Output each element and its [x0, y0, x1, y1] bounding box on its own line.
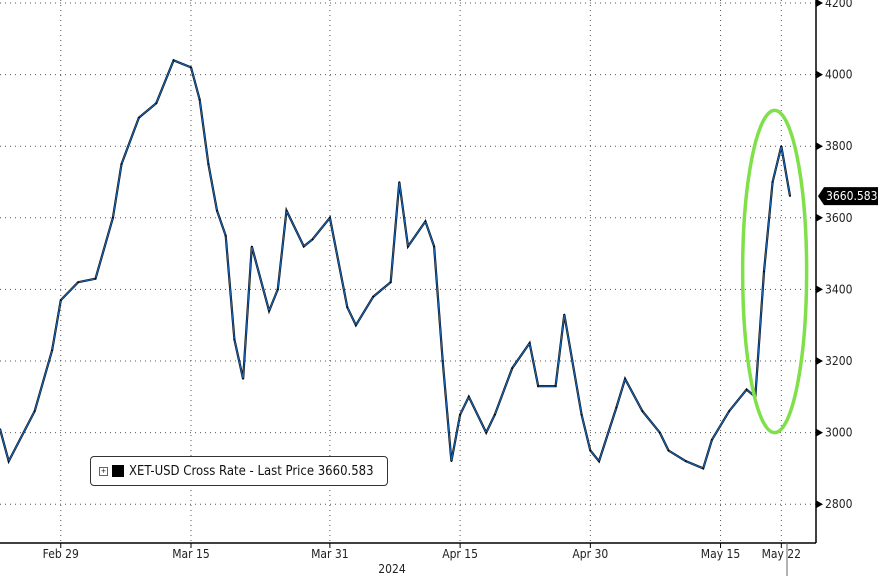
data-point: [624, 378, 626, 380]
data-point: [346, 306, 349, 309]
data-point: [745, 388, 748, 391]
y-tick-label: 3400: [825, 282, 853, 296]
data-point: [33, 410, 36, 412]
data-point: [459, 413, 461, 416]
data-point: [329, 217, 331, 219]
data-point: [763, 270, 765, 273]
y-tick-marker: [816, 285, 823, 294]
data-point: [537, 385, 540, 387]
data-point: [485, 431, 487, 434]
y-tick-label: 4200: [825, 0, 853, 10]
data-point: [511, 367, 513, 369]
data-point: [94, 277, 97, 280]
y-tick-marker: [816, 428, 823, 437]
series-line-shadow: [0, 58, 792, 470]
y-tick-label: 3200: [825, 354, 853, 368]
y-tick-marker: [816, 357, 823, 365]
y-tick-label: 3000: [825, 426, 853, 440]
data-point: [7, 460, 10, 463]
data-point: [250, 245, 253, 248]
data-point: [233, 338, 236, 341]
data-point: [224, 234, 227, 237]
data-point: [59, 299, 62, 301]
data-point: [51, 349, 53, 352]
legend-swatch: [112, 465, 124, 477]
x-axis-label: 2024: [378, 562, 406, 576]
x-tick-label: May 15: [701, 547, 740, 561]
data-point: [641, 410, 644, 412]
data-point: [554, 385, 557, 387]
data-point: [667, 449, 670, 452]
legend: + XET-USD Cross Rate - Last Price 3660.5…: [90, 456, 388, 486]
data-point: [615, 406, 618, 409]
y-tick-label: 4000: [825, 68, 853, 82]
data-point: [277, 288, 279, 291]
data-point: [433, 245, 435, 248]
y-tick-marker: [816, 0, 823, 7]
data-point: [728, 410, 731, 412]
highlight-ellipse: [740, 108, 809, 435]
legend-label: XET-USD Cross Rate - Last Price 3660.583: [129, 463, 374, 479]
data-point: [467, 396, 470, 398]
data-point: [528, 342, 531, 344]
data-point: [450, 460, 453, 463]
data-point: [77, 281, 79, 284]
data-point: [580, 413, 583, 416]
x-tick-label: Mar 31: [311, 547, 349, 561]
data-point: [658, 431, 661, 434]
data-point: [598, 460, 600, 463]
x-tick-label: Apr 30: [572, 547, 608, 561]
data-point: [685, 460, 687, 463]
data-point: [441, 360, 444, 362]
data-point: [780, 145, 783, 147]
expand-icon[interactable]: +: [99, 466, 108, 476]
data-point: [138, 116, 140, 119]
y-tick-label: 3600: [825, 211, 853, 225]
data-point: [589, 449, 592, 452]
x-tick-label: May 22: [762, 547, 801, 561]
data-point: [311, 238, 314, 241]
data-point: [268, 310, 270, 312]
data-point: [198, 98, 201, 101]
last-price-badge: [818, 187, 878, 206]
data-point: [120, 163, 123, 165]
x-tick-label: Mar 15: [172, 547, 210, 561]
data-point: [407, 245, 409, 248]
data-point: [207, 163, 210, 165]
x-tick-label: Apr 15: [442, 547, 478, 561]
data-point: [303, 245, 305, 248]
data-point: [285, 209, 288, 212]
y-tick-label: 2800: [825, 497, 853, 511]
data-point: [242, 378, 244, 380]
data-point: [789, 195, 791, 197]
data-point: [494, 413, 496, 416]
data-point: [563, 313, 566, 316]
y-tick-marker: [816, 142, 823, 151]
y-tick-label: 3800: [825, 139, 853, 153]
x-tick-label: Feb 29: [43, 547, 79, 561]
data-point: [112, 217, 114, 219]
data-point: [702, 467, 704, 470]
data-point: [711, 438, 713, 441]
data-point: [172, 59, 175, 62]
data-point: [0, 428, 1, 430]
data-point: [190, 66, 192, 69]
y-tick-marker: [816, 70, 823, 79]
data-point: [771, 181, 774, 183]
data-point: [372, 295, 375, 298]
y-tick-marker: [816, 213, 823, 222]
data-point: [155, 102, 158, 105]
data-point: [355, 324, 357, 327]
series-line: [0, 59, 791, 470]
data-point: [424, 220, 427, 223]
data-point: [389, 281, 392, 284]
last-price-label: 3660.583: [826, 189, 878, 203]
data-point: [216, 209, 218, 212]
y-tick-marker: [816, 500, 823, 509]
data-point: [398, 181, 401, 183]
